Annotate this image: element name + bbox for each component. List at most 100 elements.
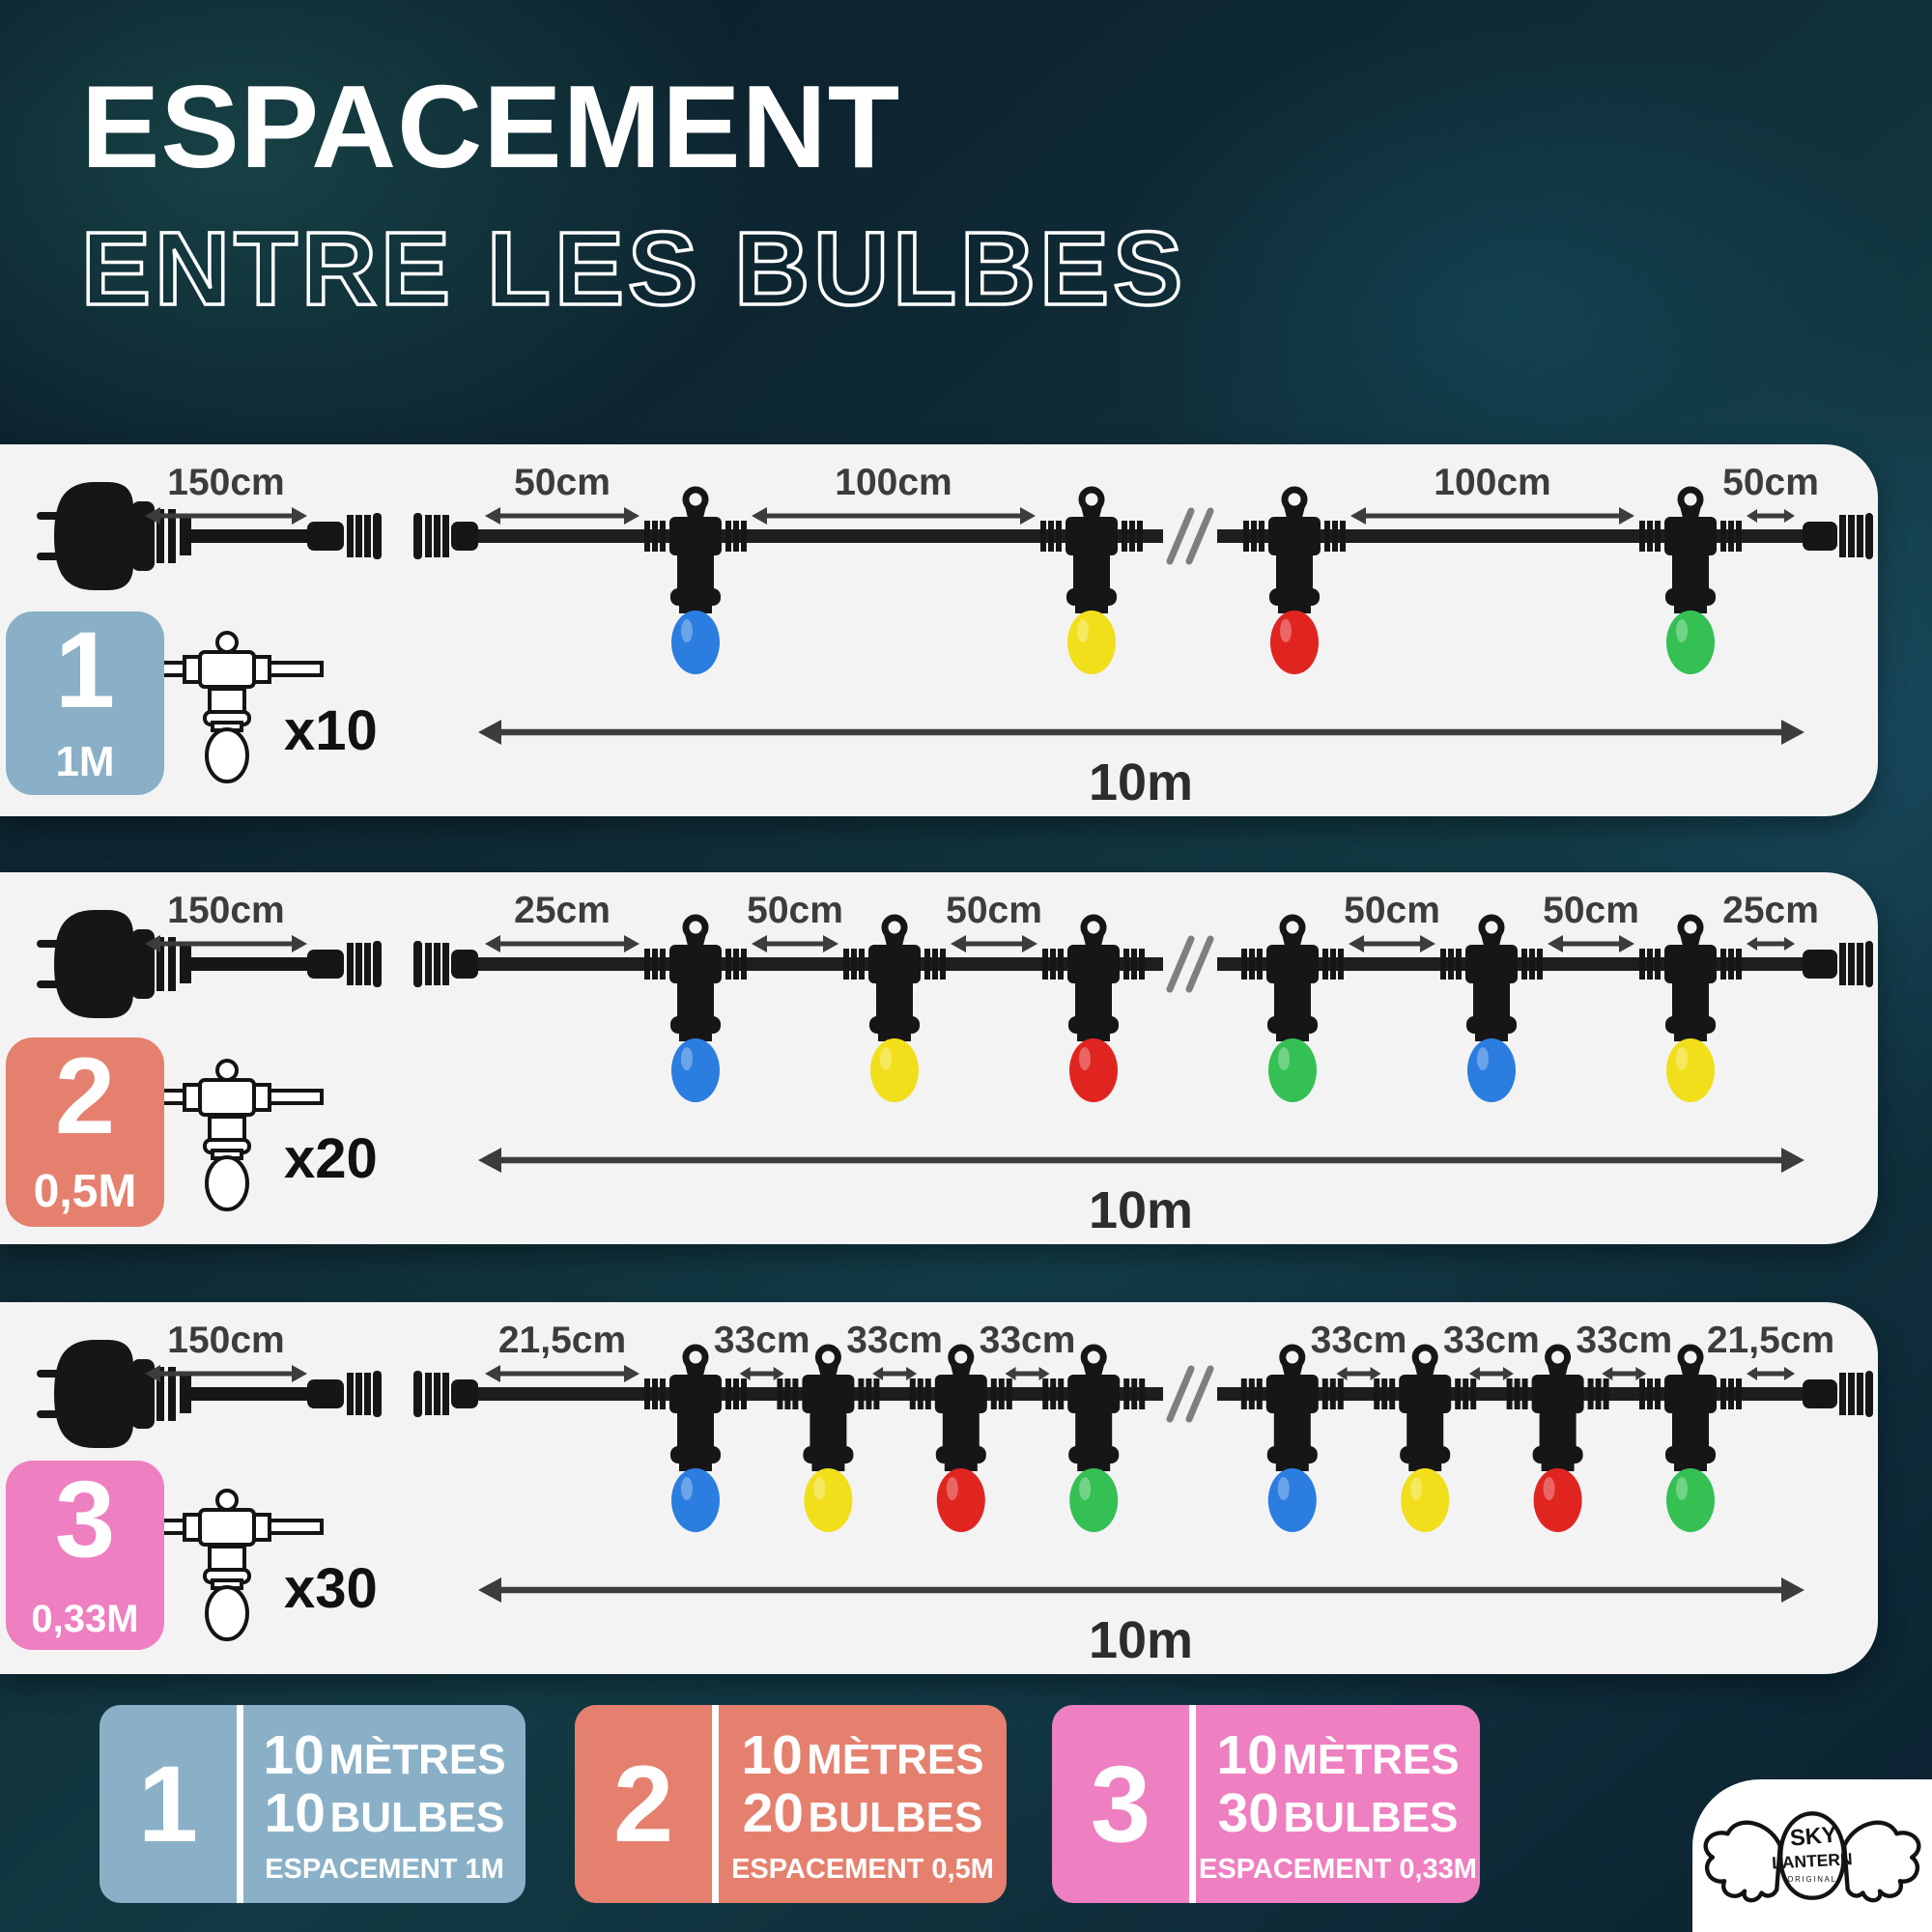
bulb-socket: [1374, 1344, 1477, 1532]
bulb-count-label: x10: [284, 699, 378, 762]
measure: 150cm: [145, 890, 307, 952]
row-badge-3: 3 0,33M: [6, 1461, 164, 1650]
string-end-connector: [1803, 1371, 1873, 1417]
measure-label: 50cm: [1543, 890, 1639, 931]
summary-card-body: 10 MÈTRES 30 BULBES ESPACEMENT 0,33M: [1196, 1705, 1480, 1903]
card-spacing-footer: ESPACEMENT 0,5M: [731, 1854, 994, 1886]
total-length: 10m: [478, 720, 1804, 811]
card-bulbs-value: 20: [742, 1782, 805, 1844]
measure: 33cm: [1311, 1320, 1406, 1380]
bulb-blue: [671, 611, 720, 674]
bulb-socket: [1042, 1344, 1146, 1532]
measure-label: 25cm: [1722, 890, 1819, 931]
bulb-socket: [1639, 914, 1742, 1102]
bulb-socket: [1440, 914, 1543, 1102]
summary-card-1: 1 10 MÈTRES 10 BULBES ESPACEMENT 1M: [99, 1705, 526, 1903]
bulb-socket: [1639, 1344, 1742, 1532]
bulb-green: [1666, 611, 1715, 674]
measure: 33cm: [1443, 1320, 1540, 1380]
summary-card-number: 2: [612, 1744, 674, 1864]
row-badge-1: 1 1M: [6, 611, 164, 795]
measure-label: 100cm: [835, 462, 952, 503]
string-end-connector: [1803, 513, 1873, 559]
bulb-socket: [843, 914, 946, 1102]
measure-label: 33cm: [714, 1320, 810, 1361]
measure: 25cm: [1722, 890, 1819, 951]
bulb-count: x20: [130, 1059, 378, 1211]
measure-label: 33cm: [980, 1320, 1076, 1361]
measure-label: 25cm: [514, 890, 611, 931]
card-bulbs-value: 30: [1217, 1782, 1280, 1844]
bulb-socket: [644, 486, 747, 674]
row-badge-number: 1: [54, 610, 116, 730]
bulb-socket: [777, 1344, 880, 1532]
card-spacing-footer: ESPACEMENT 0,33M: [1199, 1854, 1477, 1886]
power-plug: [37, 482, 382, 590]
total-length: 10m: [478, 1577, 1804, 1669]
brand-logo-panel: SKY LANTERN ORIGINAL: [1692, 1779, 1932, 1932]
card-meters-value: 10: [741, 1723, 803, 1786]
measure: 21,5cm: [485, 1320, 639, 1382]
string-start-connector: [413, 941, 478, 987]
measure-label: 100cm: [1434, 462, 1550, 503]
measure-label: 150cm: [167, 890, 284, 931]
card-spacing-footer: ESPACEMENT 1M: [265, 1854, 504, 1886]
card-bulbs-unit: BULBES: [808, 1794, 983, 1841]
row-badge-spacing: 1M: [55, 738, 115, 785]
power-plug: [37, 910, 382, 1018]
bulb-socket: [644, 914, 747, 1102]
bulb-socket: [1040, 486, 1143, 674]
bulb-count: x10: [130, 631, 378, 783]
bulb-socket: [909, 1344, 1012, 1532]
total-length: 10m: [478, 1148, 1804, 1239]
total-length-label: 10m: [1089, 753, 1193, 811]
card-meters-unit: MÈTRES: [807, 1735, 984, 1783]
bulb-yellow: [804, 1468, 853, 1532]
bulb-socket: [1042, 914, 1145, 1102]
measure: 50cm: [1344, 890, 1440, 952]
bulb-yellow: [1401, 1468, 1450, 1532]
cable-break: [1166, 935, 1214, 993]
measure: 50cm: [485, 462, 639, 525]
measure: 25cm: [485, 890, 639, 952]
measure: 33cm: [1576, 1320, 1672, 1380]
measure: 150cm: [145, 462, 307, 525]
card-meters-unit: MÈTRES: [1282, 1735, 1460, 1783]
row-panel-05m: 150cm 25cm 50cm 50cm 50cm 50cm 25cm x20 …: [0, 872, 1878, 1244]
bulb-outline-icon: [130, 631, 324, 783]
measure: 21,5cm: [1707, 1320, 1834, 1380]
summary-card-body: 10 MÈTRES 20 BULBES ESPACEMENT 0,5M: [719, 1705, 1007, 1903]
measure-label: 150cm: [167, 462, 284, 503]
bulb-red: [936, 1468, 985, 1532]
bulb-green: [1069, 1468, 1119, 1532]
measure-label: 33cm: [1576, 1320, 1672, 1361]
bulb-yellow: [1067, 611, 1116, 674]
logo-wing-right: [1842, 1820, 1921, 1903]
cable-break: [1166, 507, 1214, 565]
card-divider: [237, 1705, 243, 1903]
measure: 50cm: [1543, 890, 1639, 952]
row-badge-spacing: 0,5M: [33, 1166, 137, 1217]
measure-label: 50cm: [1344, 890, 1440, 931]
row-diagram-05m: 150cm 25cm 50cm 50cm 50cm 50cm 25cm x20 …: [37, 890, 1873, 1239]
bulb-yellow: [1666, 1038, 1715, 1102]
row-badge-spacing: 0,33M: [31, 1598, 139, 1640]
page-title: ESPACEMENT: [81, 61, 901, 192]
bulb-red: [1533, 1468, 1582, 1532]
string-end-connector: [1803, 941, 1873, 987]
power-plug: [37, 1340, 382, 1448]
row-diagram-033m: 150cm 21,5cm 33cm 33cm 33cm 33cm 33cm 33…: [37, 1320, 1873, 1669]
measure-label: 33cm: [846, 1320, 943, 1361]
row-badge-2: 2 0,5M: [6, 1037, 164, 1227]
card-meters-value: 10: [1216, 1723, 1278, 1786]
logo-text-top: SKY: [1789, 1823, 1838, 1852]
bulb-socket: [1241, 914, 1344, 1102]
logo-text-bottom: ORIGINAL: [1787, 1875, 1837, 1884]
string-start-connector: [413, 513, 478, 559]
measure-label: 21,5cm: [1707, 1320, 1834, 1361]
row-badge-number: 3: [54, 1459, 116, 1579]
bulb-blue: [671, 1468, 720, 1532]
bulb-blue: [1467, 1038, 1516, 1102]
summary-card-3: 3 10 MÈTRES 30 BULBES ESPACEMENT 0,33M: [1052, 1705, 1480, 1903]
